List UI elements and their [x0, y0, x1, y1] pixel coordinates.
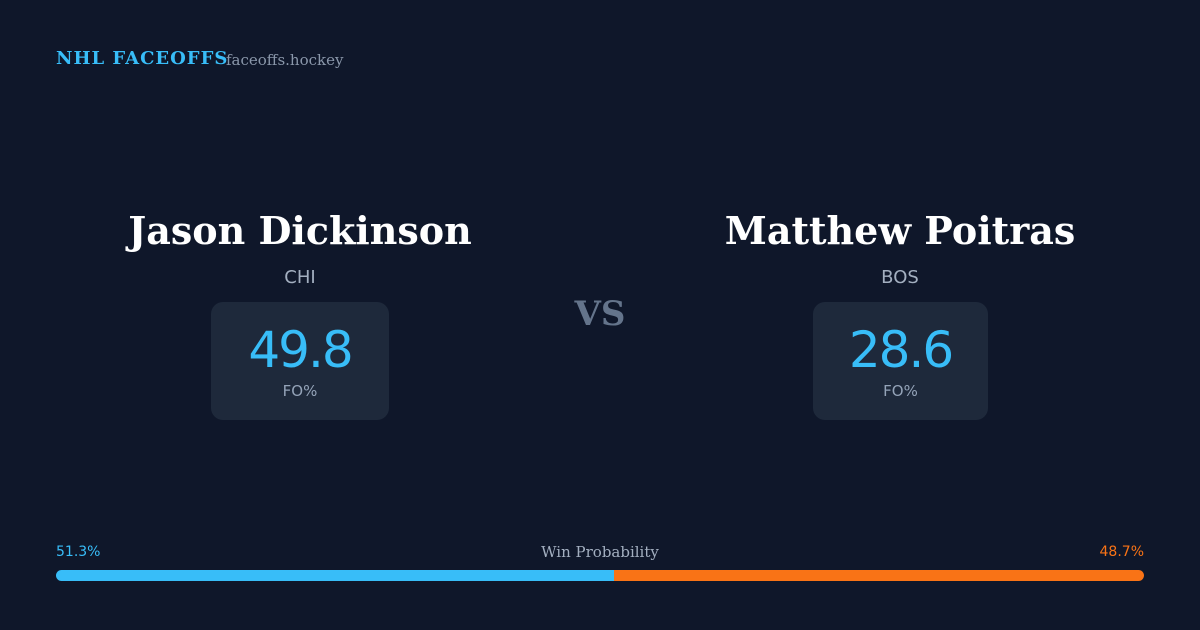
left-segment [56, 570, 615, 581]
stat-box: 49.8 FO% [211, 302, 389, 420]
stat-label: FO% [282, 382, 318, 400]
stat-value: 28.6 [848, 321, 954, 379]
site-name: faceoffs.hockey [226, 51, 344, 69]
versus: VS [574, 294, 626, 334]
player-name: Jason Dickinson [128, 208, 472, 253]
stat-value: 49.8 [248, 321, 353, 379]
team: CHI [284, 267, 316, 288]
right-probability: 48.7% [1099, 544, 1144, 560]
stat-box: 28.6 FO% [813, 302, 988, 420]
player-name: Matthew Poitras [724, 208, 1076, 253]
right-segment [614, 570, 1144, 581]
player-card: Matthew Poitras BOS 28.6 FO% [650, 205, 1150, 420]
brand: NHL FACEOFFS [56, 48, 229, 69]
team: BOS [881, 267, 919, 288]
stat-label: FO% [883, 382, 918, 400]
player-card: Jason Dickinson CHI 49.8 FO% [50, 205, 550, 420]
left-probability: 51.3% [56, 544, 101, 560]
probability-bar [56, 570, 1144, 581]
win-probability-label: Win Probability [541, 543, 659, 561]
